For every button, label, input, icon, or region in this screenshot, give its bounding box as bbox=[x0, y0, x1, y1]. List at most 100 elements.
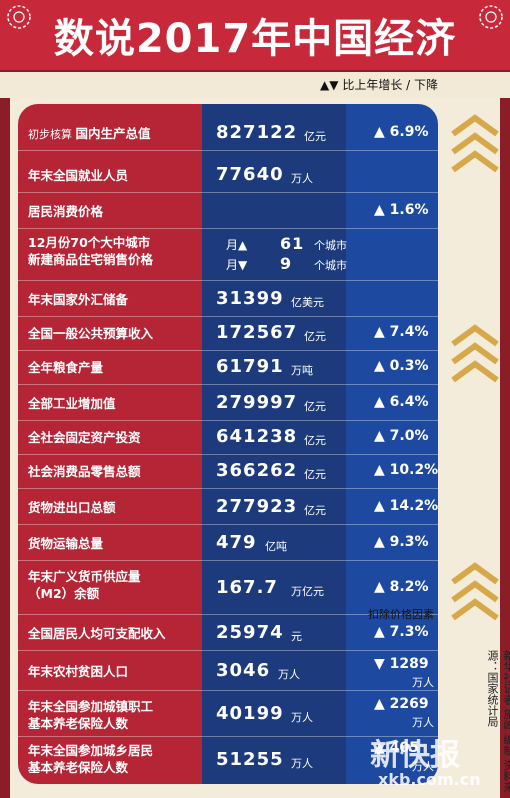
row-label: 全年粮食产量 bbox=[28, 359, 208, 376]
data-row: 年末全国就业人员 77640 万人 bbox=[18, 160, 438, 190]
row-label-text: 国内生产总值 bbox=[75, 125, 151, 141]
chevron-ornament-icon bbox=[451, 114, 499, 173]
row-label: 年末全国参加城乡居民 基本养老保险人数 bbox=[28, 742, 208, 776]
row-label-text: 社会消费品零售总额 bbox=[28, 463, 141, 479]
row-label-text: 新建商品住宅销售价格 bbox=[28, 252, 154, 267]
chevron-ornament-icon bbox=[451, 562, 499, 621]
row-label-text: 全社会固定资产投资 bbox=[28, 429, 141, 445]
page-title: 数说2017年中国经济 bbox=[53, 16, 457, 62]
city-count: 61 bbox=[280, 234, 305, 253]
row-label: 年末国家外汇储备 bbox=[28, 291, 208, 308]
row-label-text: 年末农村贫困人口 bbox=[28, 663, 129, 679]
row-value: 277923 bbox=[216, 496, 298, 517]
city-price-detail: 月▲ 61 个城市 月▼ 9 个城市 bbox=[18, 230, 438, 278]
change-panel bbox=[346, 104, 438, 784]
row-change-unit: 万人 bbox=[412, 676, 434, 689]
row-unit: 亿元 bbox=[304, 130, 326, 143]
row-value: 31399 bbox=[216, 288, 284, 309]
row-change: ▲ 7.0% bbox=[374, 428, 429, 444]
row-divider bbox=[18, 454, 438, 455]
data-row: 货物进出口总额 277923 亿元 ▲ 14.2% bbox=[18, 492, 438, 522]
row-label: 年末农村贫困人口 bbox=[28, 663, 208, 680]
row-label-text: 基本养老保险人数 bbox=[28, 716, 129, 731]
row-label-prefix: 初步核算 bbox=[28, 127, 76, 141]
row-value: 172567 bbox=[216, 322, 298, 343]
row-unit: 万吨 bbox=[291, 364, 313, 377]
row-divider bbox=[18, 350, 438, 351]
row-label: 年末全国就业人员 bbox=[28, 167, 208, 184]
row-change-note: 扣除价格因素 bbox=[368, 608, 434, 621]
row-divider bbox=[18, 316, 438, 317]
row-unit: 万人 bbox=[291, 757, 313, 770]
row-value: 3046 bbox=[216, 660, 271, 681]
row-unit: 元 bbox=[291, 630, 302, 643]
row-value: 366262 bbox=[216, 460, 298, 481]
row-change: ▲ 6.4% bbox=[374, 394, 429, 410]
row-value: 167.7 bbox=[216, 577, 278, 598]
label-panel bbox=[18, 104, 202, 784]
row-value: 40199 bbox=[216, 703, 284, 724]
row-unit: 亿吨 bbox=[265, 540, 287, 553]
row-unit: 万亿元 bbox=[291, 585, 324, 598]
city-unit: 个城市 bbox=[314, 239, 347, 252]
row-label: 全社会固定资产投资 bbox=[28, 429, 208, 446]
row-divider bbox=[18, 420, 438, 421]
data-row: 居民消费价格 ▲ 1.6% bbox=[18, 196, 438, 226]
row-change-unit: 万人 bbox=[412, 760, 434, 773]
row-change: ▲ 2269 bbox=[374, 696, 429, 712]
row-divider bbox=[18, 488, 438, 489]
data-row: 年末全国参加城镇职工 基本养老保险人数 40199 万人 ▲ 2269 万人 bbox=[18, 694, 438, 734]
row-change: ▲ 405 bbox=[374, 740, 419, 756]
row-label-text: 全国一般公共预算收入 bbox=[28, 325, 154, 341]
flower-ornament-icon bbox=[7, 5, 31, 29]
row-label: 居民消费价格 bbox=[28, 203, 208, 220]
row-divider bbox=[18, 228, 438, 229]
data-row: 年末全国参加城乡居民 基本养老保险人数 51255 万人 ▲ 405 万人 bbox=[18, 738, 438, 782]
value-panel bbox=[202, 104, 346, 784]
row-unit: 亿元 bbox=[304, 504, 326, 517]
row-divider bbox=[18, 524, 438, 525]
chevron-ornament-icon bbox=[451, 324, 499, 383]
row-value: 61791 bbox=[216, 356, 284, 377]
source-credit: 新华社记者 施峰 编制 资料来源：国家统计局 bbox=[486, 650, 510, 793]
row-change: ▲ 10.2% bbox=[374, 462, 439, 478]
data-row: 全社会固定资产投资 641238 亿元 ▲ 7.0% bbox=[18, 422, 438, 452]
row-divider bbox=[18, 650, 438, 651]
header-banner: 数说2017年中国经济 bbox=[0, 0, 510, 70]
watermark-site: xkb.com.cn bbox=[378, 770, 481, 789]
data-row: 初步核算 国内生产总值 827122 亿元 ▲ 6.9% bbox=[18, 118, 438, 148]
row-unit: 万人 bbox=[291, 711, 313, 724]
flower-ornament-icon bbox=[479, 5, 503, 29]
legend-bar bbox=[0, 72, 510, 98]
row-label-text: 全部工业增加值 bbox=[28, 395, 116, 411]
row-value: 25974 bbox=[216, 622, 284, 643]
row-divider bbox=[18, 690, 438, 691]
row-unit: 亿元 bbox=[304, 400, 326, 413]
data-row: 全部工业增加值 279997 亿元 ▲ 6.4% bbox=[18, 388, 438, 418]
row-label-text: 年末全国参加城乡居民 bbox=[28, 743, 154, 758]
city-trend-label: 月▲ bbox=[226, 238, 248, 252]
data-row: 全国居民人均可支配收入 25974 元 ▲ 7.3% 扣除价格因素 bbox=[18, 608, 438, 648]
row-label: 年末全国参加城镇职工 基本养老保险人数 bbox=[28, 698, 208, 732]
row-label-text: 年末广义货币供应量 bbox=[28, 569, 141, 584]
data-row: 年末广义货币供应量 （M2）余额 167.7 万亿元 ▲ 8.2% bbox=[18, 564, 438, 612]
row-change: ▲ 1.6% bbox=[374, 202, 429, 218]
city-unit: 个城市 bbox=[314, 259, 347, 272]
row-label-text: 年末全国参加城镇职工 bbox=[28, 699, 154, 714]
row-unit: 亿元 bbox=[304, 434, 326, 447]
row-label: 货物运输总量 bbox=[28, 535, 208, 552]
row-label: 货物进出口总额 bbox=[28, 499, 208, 516]
row-label-text: 年末全国就业人员 bbox=[28, 167, 129, 183]
row-divider bbox=[18, 614, 438, 615]
row-change-unit: 万人 bbox=[412, 716, 434, 729]
row-label: 12月份70个大中城市 新建商品住宅销售价格 bbox=[28, 234, 208, 268]
row-change: ▲ 8.2% bbox=[374, 579, 429, 595]
row-value: 827122 bbox=[216, 122, 298, 143]
row-label-text: 全年粮食产量 bbox=[28, 359, 104, 375]
row-label-text: 货物进出口总额 bbox=[28, 499, 116, 515]
row-value: 51255 bbox=[216, 749, 284, 770]
legend-text: ▲▼ 比上年增长 / 下降 bbox=[320, 78, 438, 92]
row-unit: 万人 bbox=[291, 172, 313, 185]
row-unit: 亿元 bbox=[304, 330, 326, 343]
row-value: 641238 bbox=[216, 426, 298, 447]
